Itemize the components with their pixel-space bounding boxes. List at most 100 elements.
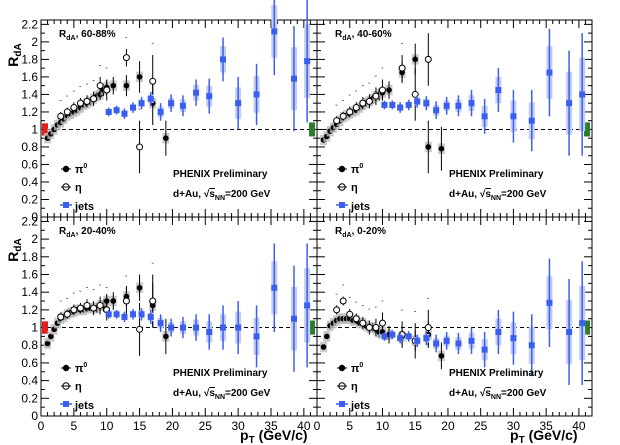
eta-sys-bracket: ˘ xyxy=(92,80,95,87)
x-tick-label: 15 xyxy=(133,419,147,433)
jets-point xyxy=(414,337,421,344)
y-tick-label: 0.2 xyxy=(21,192,38,206)
pi0-point xyxy=(163,135,169,141)
eta-point xyxy=(365,324,373,332)
eta-point xyxy=(122,54,130,62)
eta-point xyxy=(359,319,367,327)
pi0-point xyxy=(110,298,117,304)
jets-point xyxy=(179,102,186,109)
jets-point xyxy=(443,337,450,344)
series-jets xyxy=(381,258,586,386)
eta-sys-bracket: ˘ xyxy=(98,285,101,292)
eta-point xyxy=(365,97,373,105)
pi0-point xyxy=(123,82,130,89)
eta-point xyxy=(352,315,360,323)
jets-point xyxy=(381,333,388,340)
y-tick-label: 2.2 xyxy=(21,214,38,228)
pi0-point xyxy=(44,340,51,347)
jets-point xyxy=(105,311,112,318)
panel-title: RdA, 40-60% xyxy=(335,29,392,42)
pi0-point xyxy=(163,333,169,340)
energy-label: d+Au, √sNN=200 GeV xyxy=(173,189,271,202)
jets-point xyxy=(121,313,128,320)
eta-sys-bracket: ˘ xyxy=(367,82,370,89)
x-tick-label: 30 xyxy=(507,419,521,433)
jets-point xyxy=(147,313,154,320)
eta-point xyxy=(122,297,130,305)
jets-point xyxy=(579,320,586,327)
x-axis-title-left: pT (GeV/c) xyxy=(240,427,308,445)
x-tick-label: 20 xyxy=(166,419,180,433)
y-tick-label: 1 xyxy=(31,122,38,136)
eta-sys-bracket: ˘ xyxy=(138,291,141,298)
pi0-point xyxy=(425,144,432,150)
eta-sys-bracket: ˘ xyxy=(361,305,364,312)
jets-point xyxy=(397,104,404,111)
pi0-point xyxy=(320,344,327,350)
eta-point xyxy=(57,313,65,321)
jets-point xyxy=(304,58,311,65)
jets-point xyxy=(138,100,145,107)
eta-point xyxy=(70,104,78,112)
jets-point xyxy=(193,324,200,331)
pi0-point xyxy=(48,333,54,340)
eta-point xyxy=(346,310,354,318)
eta-sys-bracket: ˘ xyxy=(426,21,429,28)
jets-point xyxy=(468,100,475,107)
eta-sys-bracket: ˘ xyxy=(92,289,95,296)
jets-point xyxy=(220,56,227,63)
pi0-point xyxy=(438,353,445,359)
preliminary-label: PHENIX Preliminary xyxy=(173,169,268,180)
eta-point xyxy=(90,304,98,312)
y-tick-label: 1.4 xyxy=(21,87,38,101)
legend-pi0-label: π0 xyxy=(75,163,87,176)
jets-point xyxy=(253,91,260,98)
series-eta: ˘˘˘˘˘˘˘˘˘˘˘ xyxy=(333,21,432,126)
eta-point xyxy=(398,64,406,72)
legend-eta-label: η xyxy=(351,381,358,393)
pi0-point xyxy=(386,87,392,93)
y-tick-label: 0.8 xyxy=(21,140,38,154)
eta-point xyxy=(136,325,144,333)
eta-sys-bracket: ˘ xyxy=(348,95,351,102)
legend-eta-label: η xyxy=(75,381,82,393)
jets-point xyxy=(179,324,186,331)
pi0-point xyxy=(136,284,143,291)
eta-sys-bracket: ˘ xyxy=(380,68,383,75)
jets-point xyxy=(495,328,502,335)
eta-sys-bracket: ˘ xyxy=(426,298,429,305)
eta-point xyxy=(83,97,91,105)
jets-point xyxy=(443,102,450,109)
jets-point xyxy=(468,337,475,344)
eta-point xyxy=(339,297,347,305)
jets-point xyxy=(381,101,388,108)
jets-point xyxy=(455,340,462,347)
norm-uncertainty-box xyxy=(584,320,590,335)
eta-sys-bracket: ˘ xyxy=(400,43,403,50)
eta-sys-bracket: ˘ xyxy=(105,287,108,294)
eta-sys-bracket: ˘ xyxy=(124,37,127,44)
eta-point xyxy=(424,324,432,332)
legend-jets-label: jets xyxy=(74,400,94,412)
energy-label: d+Au, √sNN=200 GeV xyxy=(449,189,547,202)
eta-point xyxy=(90,95,98,103)
legend-pi0-label: π0 xyxy=(351,362,363,375)
jets-point xyxy=(405,333,412,340)
eta-point xyxy=(70,306,78,314)
jets-point xyxy=(433,340,440,347)
eta-sys-bracket: ˘ xyxy=(335,293,338,300)
eta-sys-bracket: ˘ xyxy=(341,100,344,107)
jets-point xyxy=(130,311,136,318)
eta-sys-bracket: ˘ xyxy=(413,56,416,63)
norm-uncertainty-box xyxy=(309,122,315,137)
jets-point xyxy=(168,324,175,331)
eta-sys-bracket: ˘ xyxy=(374,75,377,82)
y-tick-label: 1 xyxy=(31,321,38,335)
series-eta: ˘˘˘˘˘˘˘˘˘˘˘ xyxy=(57,262,157,356)
jets-point xyxy=(206,93,213,100)
x-tick-label: 10 xyxy=(376,419,390,433)
y-tick-label: 0 xyxy=(31,409,38,423)
eta-point xyxy=(339,112,347,120)
